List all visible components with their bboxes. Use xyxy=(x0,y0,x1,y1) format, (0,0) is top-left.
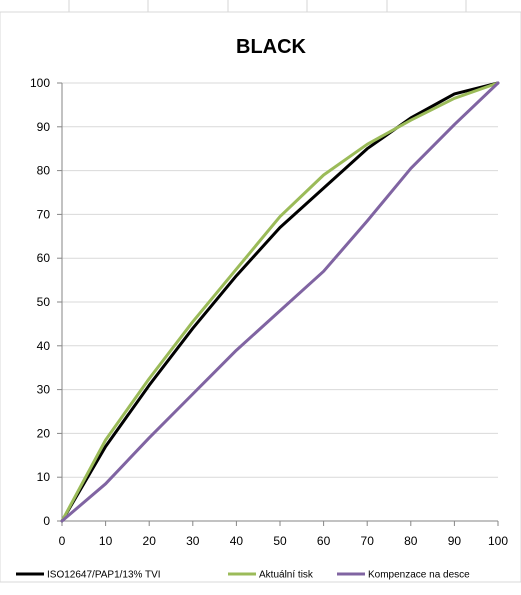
x-tick-label: 20 xyxy=(143,534,157,548)
series-line-1 xyxy=(60,81,500,523)
x-tick-label: 100 xyxy=(488,534,508,548)
y-tick-label: 30 xyxy=(37,383,51,397)
x-tick-label: 80 xyxy=(404,534,418,548)
series-line-2 xyxy=(60,81,500,523)
y-tick-label: 50 xyxy=(37,295,51,309)
legend-label-1: ISO12647/PAP1/13% TVI xyxy=(47,570,161,581)
x-tick-label: 40 xyxy=(230,534,244,548)
chart-title: BLACK xyxy=(236,36,307,58)
legend-label-3: Kompenzace na desce xyxy=(368,570,470,581)
y-tick-label: 10 xyxy=(37,470,51,484)
y-tick-label: 100 xyxy=(30,76,50,90)
y-tick-label: 60 xyxy=(37,251,51,265)
y-tick-label: 40 xyxy=(37,339,51,353)
plot-area: 0 10 20 30 40 50 60 70 80 90 100 0 10 20 30 40 50 60 70 80 9… xyxy=(30,76,508,548)
x-tick-label: 50 xyxy=(273,534,287,548)
x-tick-label: 0 xyxy=(59,534,66,548)
x-tick-label: 30 xyxy=(186,534,200,548)
series-line-3 xyxy=(60,81,500,523)
x-tick-label: 10 xyxy=(99,534,113,548)
x-tick-label: 70 xyxy=(361,534,375,548)
y-tick-label: 90 xyxy=(37,120,51,134)
legend-label-2: Aktuální tisk xyxy=(259,570,314,581)
x-tick-label: 90 xyxy=(448,534,462,548)
y-tick-label: 80 xyxy=(37,164,51,178)
chart-area xyxy=(0,11,521,583)
y-tick-label: 20 xyxy=(37,426,51,440)
legend: ISO12647/PAP1/13% TVI Aktuální tisk Kompen… xyxy=(16,570,470,581)
y-tick-label: 70 xyxy=(37,207,51,221)
y-tick-label: 0 xyxy=(43,514,50,528)
x-tick-label: 60 xyxy=(317,534,331,548)
